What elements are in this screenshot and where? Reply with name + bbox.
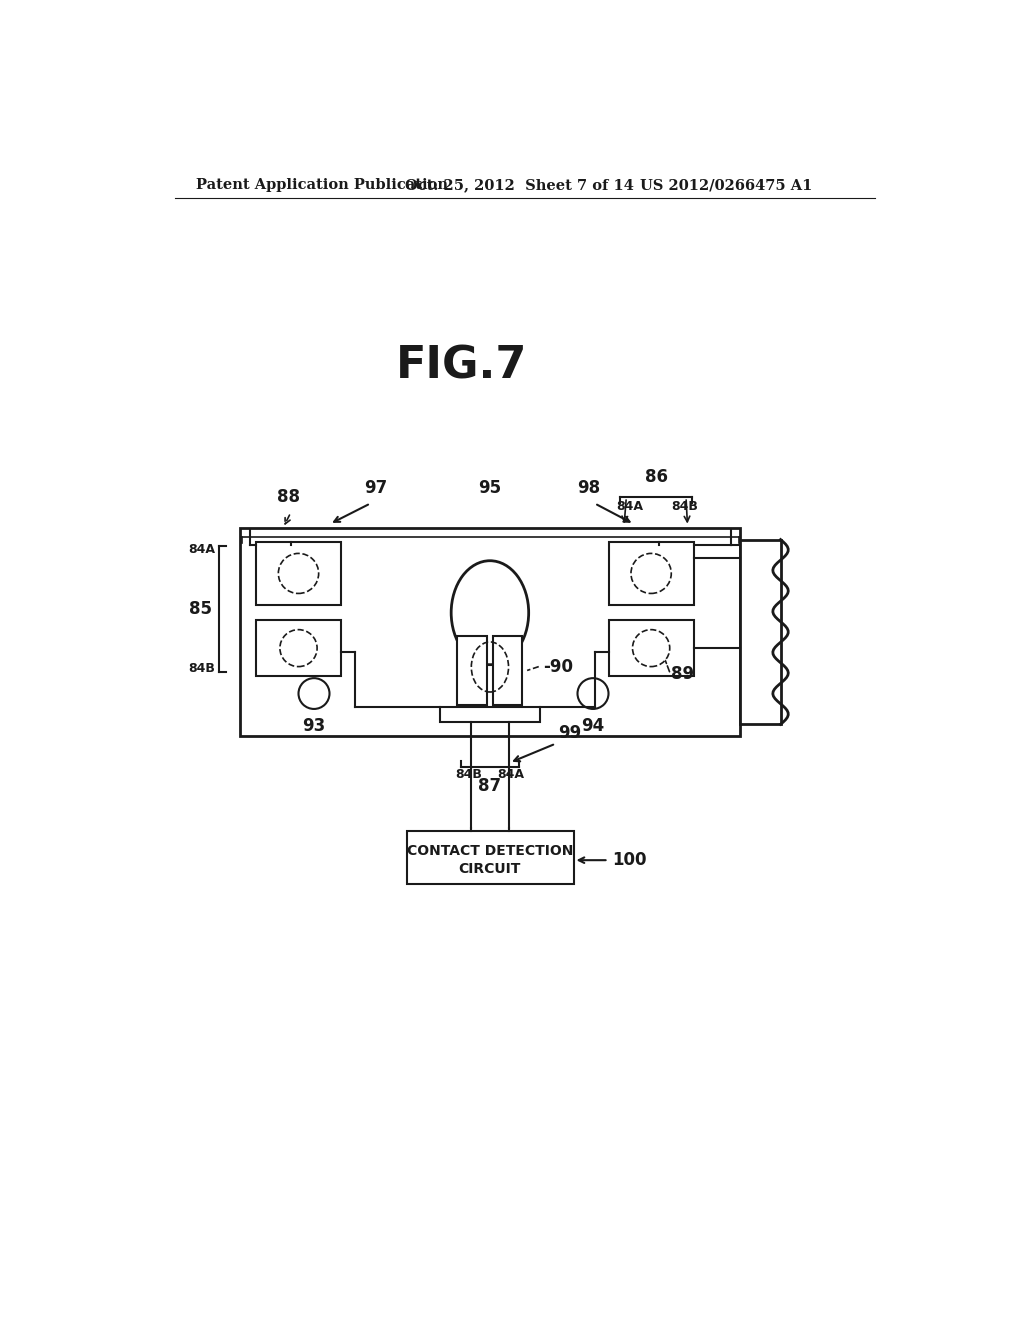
Text: Patent Application Publication: Patent Application Publication [197,178,449,193]
Bar [608,541,693,605]
Text: 84A: 84A [615,500,643,513]
Bar [740,540,780,725]
Ellipse shape [452,561,528,665]
Bar [241,528,740,737]
Text: 86: 86 [645,469,668,487]
Text: 85: 85 [189,599,212,618]
Bar [256,620,341,676]
Text: 94: 94 [582,717,604,735]
Bar [439,706,541,722]
Text: US 2012/0266475 A1: US 2012/0266475 A1 [640,178,812,193]
Circle shape [279,553,318,594]
Text: -90: -90 [543,657,572,676]
Text: 99: 99 [558,725,582,742]
Text: CIRCUIT: CIRCUIT [459,862,521,876]
Text: 84B: 84B [671,500,698,513]
Text: 84A: 84A [498,768,524,781]
Text: 88: 88 [276,488,300,507]
Bar [407,832,573,884]
Text: 89: 89 [671,665,693,684]
Bar [458,636,486,705]
Circle shape [299,678,330,709]
Bar [493,636,522,705]
Text: 84B: 84B [188,661,216,675]
Circle shape [578,678,608,709]
Bar [256,541,341,605]
Text: 87: 87 [478,777,502,796]
Text: 93: 93 [302,717,326,735]
Text: FIG.7: FIG.7 [395,345,527,388]
Text: Oct. 25, 2012  Sheet 7 of 14: Oct. 25, 2012 Sheet 7 of 14 [406,178,634,193]
Circle shape [280,630,317,667]
Text: CONTACT DETECTION: CONTACT DETECTION [407,843,573,858]
Circle shape [633,630,670,667]
Text: 100: 100 [612,851,647,869]
Text: 95: 95 [478,479,502,498]
Bar [608,620,693,676]
Circle shape [631,553,672,594]
Text: 97: 97 [365,479,388,498]
Text: 84B: 84B [456,768,482,781]
Text: 98: 98 [578,479,601,498]
Text: 84A: 84A [188,543,216,556]
